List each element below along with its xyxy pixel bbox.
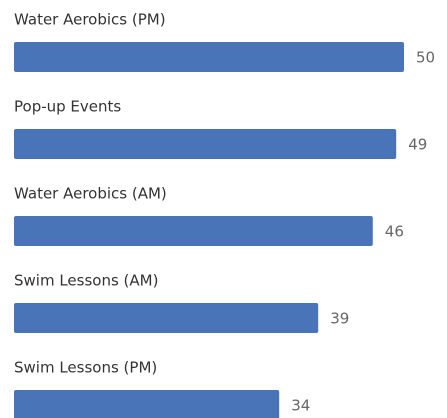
bar — [14, 390, 280, 418]
value-label: 49 — [408, 136, 427, 154]
category-label: Water Aerobics (PM) — [14, 11, 166, 29]
value-label: 50 — [416, 49, 435, 67]
bar — [14, 303, 319, 333]
bar — [14, 216, 373, 246]
category-label: Water Aerobics (AM) — [14, 185, 167, 203]
value-label: 34 — [291, 397, 310, 415]
category-label: Swim Lessons (AM) — [14, 272, 158, 290]
value-label: 46 — [385, 223, 404, 241]
value-label: 39 — [330, 310, 349, 328]
category-label: Pop-up Events — [14, 98, 121, 116]
bar — [14, 42, 404, 72]
category-label: Swim Lessons (PM) — [14, 359, 157, 377]
bar — [14, 129, 397, 159]
